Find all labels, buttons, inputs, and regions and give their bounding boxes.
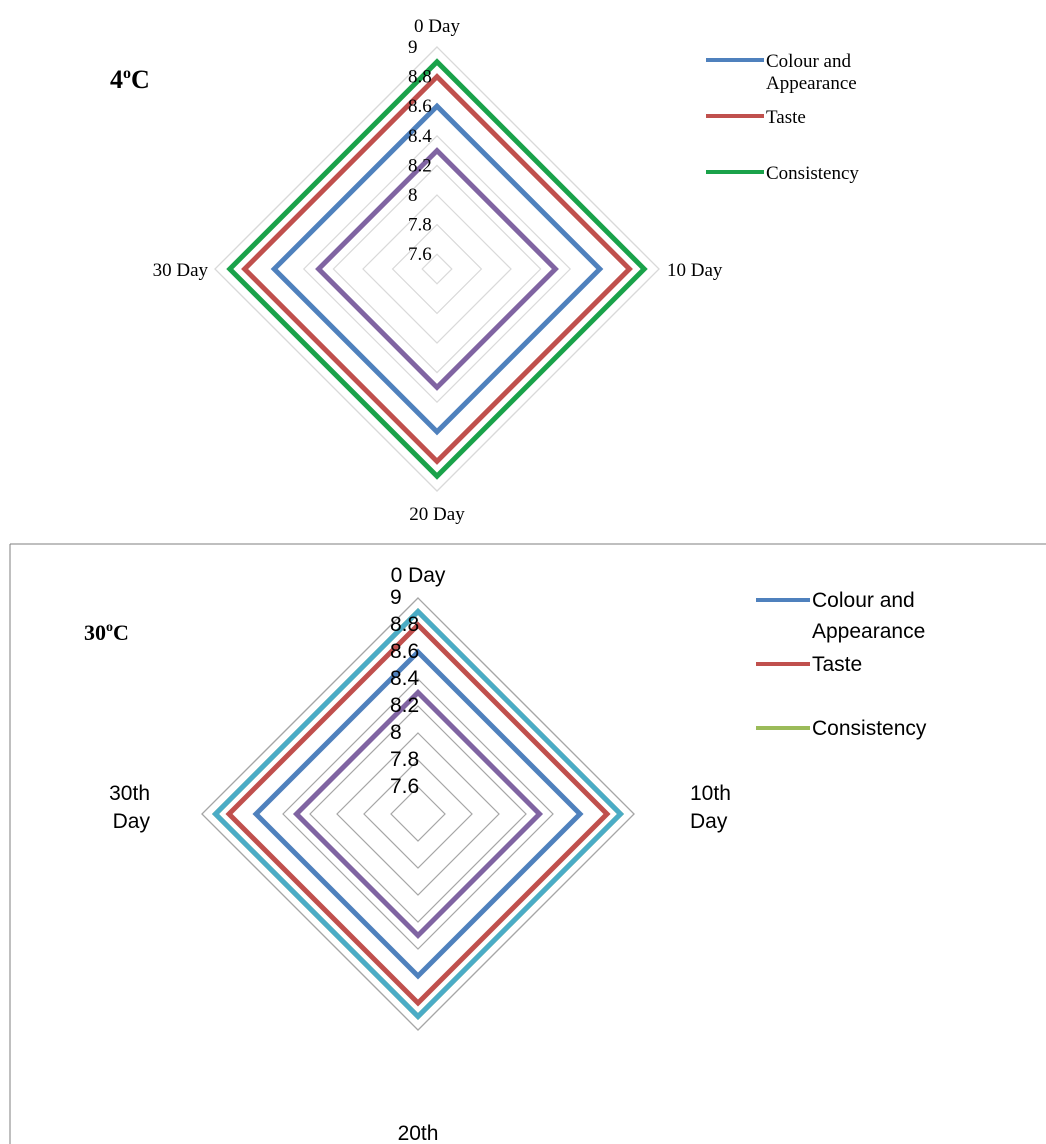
tick-label: 7.8: [390, 748, 419, 771]
category-label: 10 Day: [667, 260, 723, 281]
category-label: 30th Day: [109, 782, 150, 833]
radar-chart-4c: 9 8.8 8.6 8.4 8.2 8 7.8 7.6 0 Day 10 Day 20 Day 30…: [110, 16, 859, 525]
category-label: 20 Day: [409, 504, 465, 525]
category-label: 30 Day: [153, 260, 209, 281]
legend: Colour and Appearance Taste Consistency: [706, 51, 859, 184]
grid-ring: [243, 75, 631, 463]
category-label: 10th Day: [690, 782, 731, 833]
tick-label: 8.6: [408, 96, 432, 117]
grid-ring: [391, 223, 483, 315]
category-label: 0 Day: [391, 564, 446, 587]
grid-ring: [421, 253, 453, 285]
legend-item: Consistency: [706, 163, 859, 184]
radar-series-group: [211, 607, 625, 1021]
radar-chart-30c: 9 8.8 8.6 8.4 8.2 8 7.8 7.6 0 Day 10th Day 20th 30t…: [84, 564, 927, 1144]
tick-label: 9: [408, 37, 418, 58]
series-line: [292, 688, 544, 940]
legend: Colour and Appearance Taste Consistency: [756, 589, 927, 740]
tick-label: 8.8: [390, 613, 419, 636]
grid-ring: [309, 705, 527, 923]
series-line: [211, 607, 625, 1021]
tick-label: 8.4: [390, 667, 420, 690]
radial-tick-labels: 9 8.8 8.6 8.4 8.2 8 7.8 7.6: [390, 586, 420, 798]
radar-grid: [214, 46, 660, 492]
grid-ring-outer: [214, 46, 660, 492]
legend-item: Taste: [706, 107, 806, 128]
tick-label: 8.8: [408, 67, 432, 88]
legend-label: Consistency: [766, 163, 859, 184]
legend-item: Colour and Appearance: [706, 51, 857, 94]
tick-label: 8: [390, 721, 402, 744]
legend-label: Consistency: [812, 717, 927, 740]
tick-label: 7.8: [408, 215, 432, 236]
legend-label: Taste: [812, 653, 862, 676]
tick-label: 8: [408, 185, 418, 206]
grid-ring: [332, 164, 542, 374]
grid-ring: [363, 759, 473, 869]
tick-label: 8.2: [408, 155, 432, 176]
series-line: [225, 621, 611, 1007]
legend-label: Colour and Appearance: [812, 589, 925, 643]
tick-label: 7.6: [408, 244, 432, 265]
grid-ring: [282, 678, 554, 950]
tick-label: 9: [390, 586, 402, 609]
radar-series-group: [226, 58, 648, 480]
grid-ring-outer: [201, 597, 635, 1031]
category-labels: 0 Day 10th Day 20th 30th Day: [109, 564, 731, 1144]
series-line: [270, 102, 604, 436]
series-line: [226, 58, 648, 480]
grid-ring: [302, 134, 572, 404]
category-labels: 0 Day 10 Day 20 Day 30 Day: [153, 16, 723, 525]
legend-item: Colour and Appearance: [756, 589, 925, 643]
series-line: [252, 648, 584, 980]
grid-ring: [273, 105, 601, 433]
chart-title: 30oC: [84, 620, 129, 645]
legend-item: Consistency: [756, 717, 927, 740]
radial-tick-labels: 9 8.8 8.6 8.4 8.2 8 7.8 7.6: [408, 37, 432, 265]
legend-item: Taste: [756, 653, 862, 676]
tick-label: 8.6: [390, 640, 419, 663]
grid-ring: [390, 786, 446, 842]
legend-label: Colour and Appearance: [766, 51, 857, 94]
series-line: [315, 147, 559, 391]
category-label: 0 Day: [414, 16, 460, 37]
chart-frame: [9, 543, 1046, 1144]
category-label: 20th: [398, 1122, 439, 1144]
tick-label: 7.6: [390, 775, 419, 798]
grid-ring: [362, 194, 512, 344]
series-line: [241, 73, 633, 465]
chart-title: 4oC: [110, 65, 150, 94]
tick-label: 8.2: [390, 694, 419, 717]
grid-ring: [336, 732, 500, 896]
grid-ring: [214, 46, 660, 492]
legend-label: Taste: [766, 107, 806, 128]
tick-label: 8.4: [408, 126, 432, 147]
